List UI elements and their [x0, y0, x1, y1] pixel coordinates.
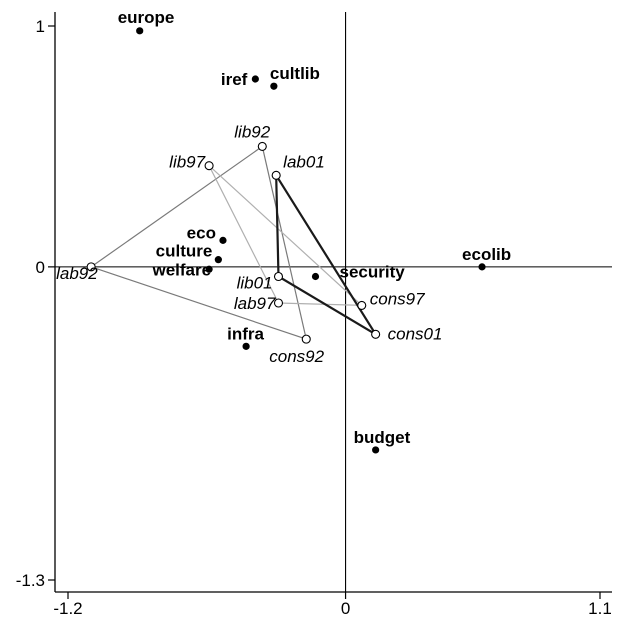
party-point-cons97 — [357, 300, 367, 310]
party-point-lab97 — [273, 298, 284, 308]
party-label-lib97: lib97 — [169, 153, 205, 172]
variable-point-eco — [219, 236, 227, 244]
party-label-cons01: cons01 — [388, 324, 443, 343]
party-label-lab01: lab01 — [283, 152, 325, 171]
party-point-lib01 — [273, 271, 284, 282]
triangle-lab97 — [208, 165, 364, 307]
variable-point-budget — [372, 446, 380, 454]
triangle-lab92 — [89, 145, 308, 341]
variable-point-security — [311, 272, 320, 281]
party-label-cons97: cons97 — [370, 289, 425, 308]
party-point-lib97 — [204, 161, 214, 171]
variable-label-ecolib: ecolib — [462, 245, 511, 264]
y-tick-label: -1.3 — [16, 571, 45, 590]
party-label-lib01: lib01 — [237, 274, 273, 293]
variable-label-cultlib: cultlib — [270, 64, 320, 83]
axes-frame — [54, 12, 612, 593]
variable-label-eco: eco — [187, 223, 216, 242]
variable-label-welfare: welfare — [152, 260, 212, 279]
triangle-lab01 — [274, 171, 377, 336]
reference-lines — [55, 12, 612, 592]
party-point-cons01 — [371, 329, 381, 339]
party-label-lab92: lab92 — [56, 264, 98, 283]
variable-label-budget: budget — [354, 428, 411, 447]
variable-label-europe: europe — [118, 8, 175, 27]
x-tick-label: -1.2 — [53, 599, 82, 618]
party-label-cons92: cons92 — [269, 347, 324, 366]
variable-point-welfare — [205, 265, 213, 273]
axis-ticks: -1.2 0 1.1 1 0 -1.3 — [16, 17, 612, 618]
variable-label-infra: infra — [227, 324, 264, 343]
variable-label-culture: culture — [156, 242, 213, 261]
party-point-lab92 — [86, 262, 96, 272]
y-tick-label: 0 — [36, 258, 45, 277]
variable-point-cultlib — [270, 82, 278, 90]
x-tick-label: 0 — [341, 599, 350, 618]
party-point-cons92 — [301, 334, 311, 344]
party-label-lab97: lab97 — [234, 294, 276, 313]
party-triangles — [89, 145, 377, 341]
party-point-lab01 — [271, 170, 281, 180]
variable-point-iref — [251, 75, 259, 83]
variable-point-infra — [242, 342, 250, 350]
variable-point-culture — [214, 256, 222, 264]
party-label-lib92: lib92 — [234, 122, 270, 141]
variable-point-europe — [136, 27, 144, 35]
y-tick-label: 1 — [36, 17, 45, 36]
x-tick-label: 1.1 — [588, 599, 612, 618]
variable-label-security: security — [339, 263, 405, 282]
variable-point-ecolib — [478, 263, 486, 271]
variable-label-iref: iref — [221, 70, 248, 89]
points — [86, 27, 486, 454]
party-point-lib92 — [257, 141, 267, 151]
